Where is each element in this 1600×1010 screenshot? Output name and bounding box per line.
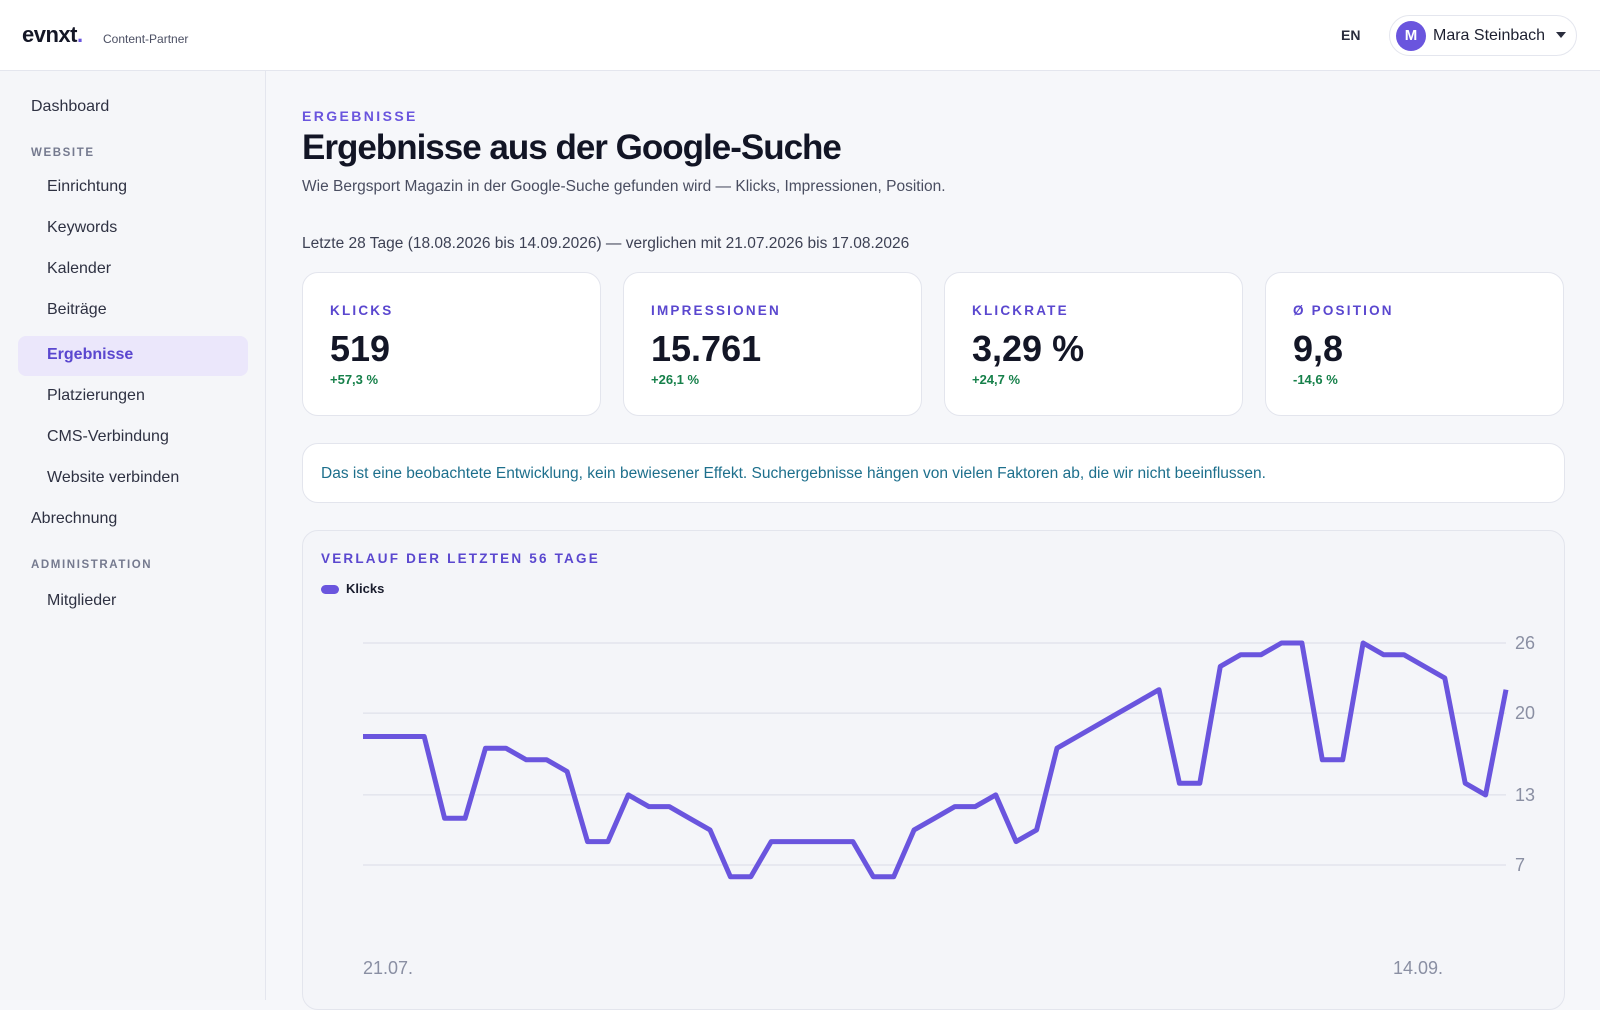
sidebar-item-kalender[interactable]: Kalender — [47, 260, 112, 277]
x-tick-label: 14.09. — [1393, 958, 1443, 978]
notice-text: Das ist eine beobachtete Entwicklung, ke… — [321, 465, 1266, 482]
kpi-card-position: Ø POSITION 9,8 -14,6 % — [1265, 272, 1564, 416]
sidebar-item-ergebnisse[interactable]: Ergebnisse — [47, 346, 134, 363]
chart-card: VERLAUF DER LETZTEN 56 TAGE Klicks 7 13 20… — [302, 530, 1565, 1010]
y-tick-label: 13 — [1515, 785, 1535, 805]
user-menu-button[interactable]: M Mara Steinbach — [1389, 15, 1577, 56]
user-name: Mara Steinbach — [1433, 27, 1546, 44]
line-chart: 7 13 20 26 21.07. 14.09. — [363, 633, 1535, 978]
kpi-card-klicks: KLICKS 519 +57,3 % — [302, 272, 601, 416]
language-switch[interactable]: EN — [1341, 27, 1361, 43]
kpi-label: KLICKRATE — [972, 303, 1069, 318]
date-range-text: Letzte 28 Tage (18.08.2026 bis 14.09.202… — [302, 235, 910, 252]
kpi-value: 15.761 — [651, 328, 762, 369]
kpi-label: KLICKS — [330, 303, 394, 318]
chart-title: VERLAUF DER LETZTEN 56 TAGE — [321, 551, 600, 566]
y-tick-label: 7 — [1515, 855, 1525, 875]
sidebar-item-einrichtung[interactable]: Einrichtung — [47, 178, 128, 195]
page-title: Ergebnisse aus der Google-Suche — [302, 128, 842, 167]
series-line-klicks — [363, 640, 1509, 880]
sidebar-item-abrechnung[interactable]: Abrechnung — [31, 510, 118, 527]
kpi-value: 519 — [330, 328, 391, 369]
kpi-delta: +26,1 % — [651, 372, 700, 387]
avatar: M — [1396, 21, 1426, 51]
logo-subtitle: Content-Partner — [103, 32, 189, 46]
sidebar-section-website: WEBSITE — [31, 147, 95, 159]
kpi-card-impressionen: IMPRESSIONEN 15.761 +26,1 % — [623, 272, 922, 416]
kpi-delta: +24,7 % — [972, 372, 1021, 387]
info-notice: Das ist eine beobachtete Entwicklung, ke… — [302, 443, 1565, 503]
y-tick-label: 26 — [1515, 633, 1535, 653]
page-eyebrow: ERGEBNISSE — [302, 108, 418, 124]
sidebar-item-dashboard[interactable]: Dashboard — [31, 98, 110, 115]
page-subtitle: Wie Bergsport Magazin in der Google-Such… — [302, 178, 946, 195]
kpi-label: Ø POSITION — [1293, 303, 1394, 318]
kpi-delta: +57,3 % — [330, 372, 379, 387]
legend-label: Klicks — [346, 581, 385, 596]
sidebar-item-keywords[interactable]: Keywords — [47, 219, 118, 236]
legend-swatch — [321, 585, 339, 594]
kpi-card-klickrate: KLICKRATE 3,29 % +24,7 % — [944, 272, 1243, 416]
sidebar: Dashboard WEBSITE Einrichtung Keywords K… — [0, 71, 266, 1000]
y-tick-label: 20 — [1515, 703, 1535, 723]
kpi-label: IMPRESSIONEN — [651, 303, 781, 318]
sidebar-item-beitraege[interactable]: Beiträge — [47, 301, 107, 318]
kpi-value: 3,29 % — [972, 328, 1085, 369]
chevron-down-icon — [1556, 32, 1566, 38]
sidebar-item-platzierungen[interactable]: Platzierungen — [47, 387, 145, 404]
top-bar: evnxt. Content-Partner EN M Mara Steinba… — [0, 0, 1600, 71]
x-tick-label: 21.07. — [363, 958, 413, 978]
kpi-value: 9,8 — [1293, 328, 1344, 369]
logo[interactable]: evnxt. — [22, 22, 83, 47]
sidebar-item-mitglieder[interactable]: Mitglieder — [47, 592, 117, 609]
sidebar-section-administration: ADMINISTRATION — [31, 559, 153, 571]
kpi-delta: -14,6 % — [1293, 372, 1338, 387]
sidebar-item-cms-verbindung[interactable]: CMS-Verbindung — [47, 428, 169, 445]
sidebar-item-website-verbinden[interactable]: Website verbinden — [47, 469, 180, 486]
sidebar-active-highlight — [18, 336, 248, 376]
